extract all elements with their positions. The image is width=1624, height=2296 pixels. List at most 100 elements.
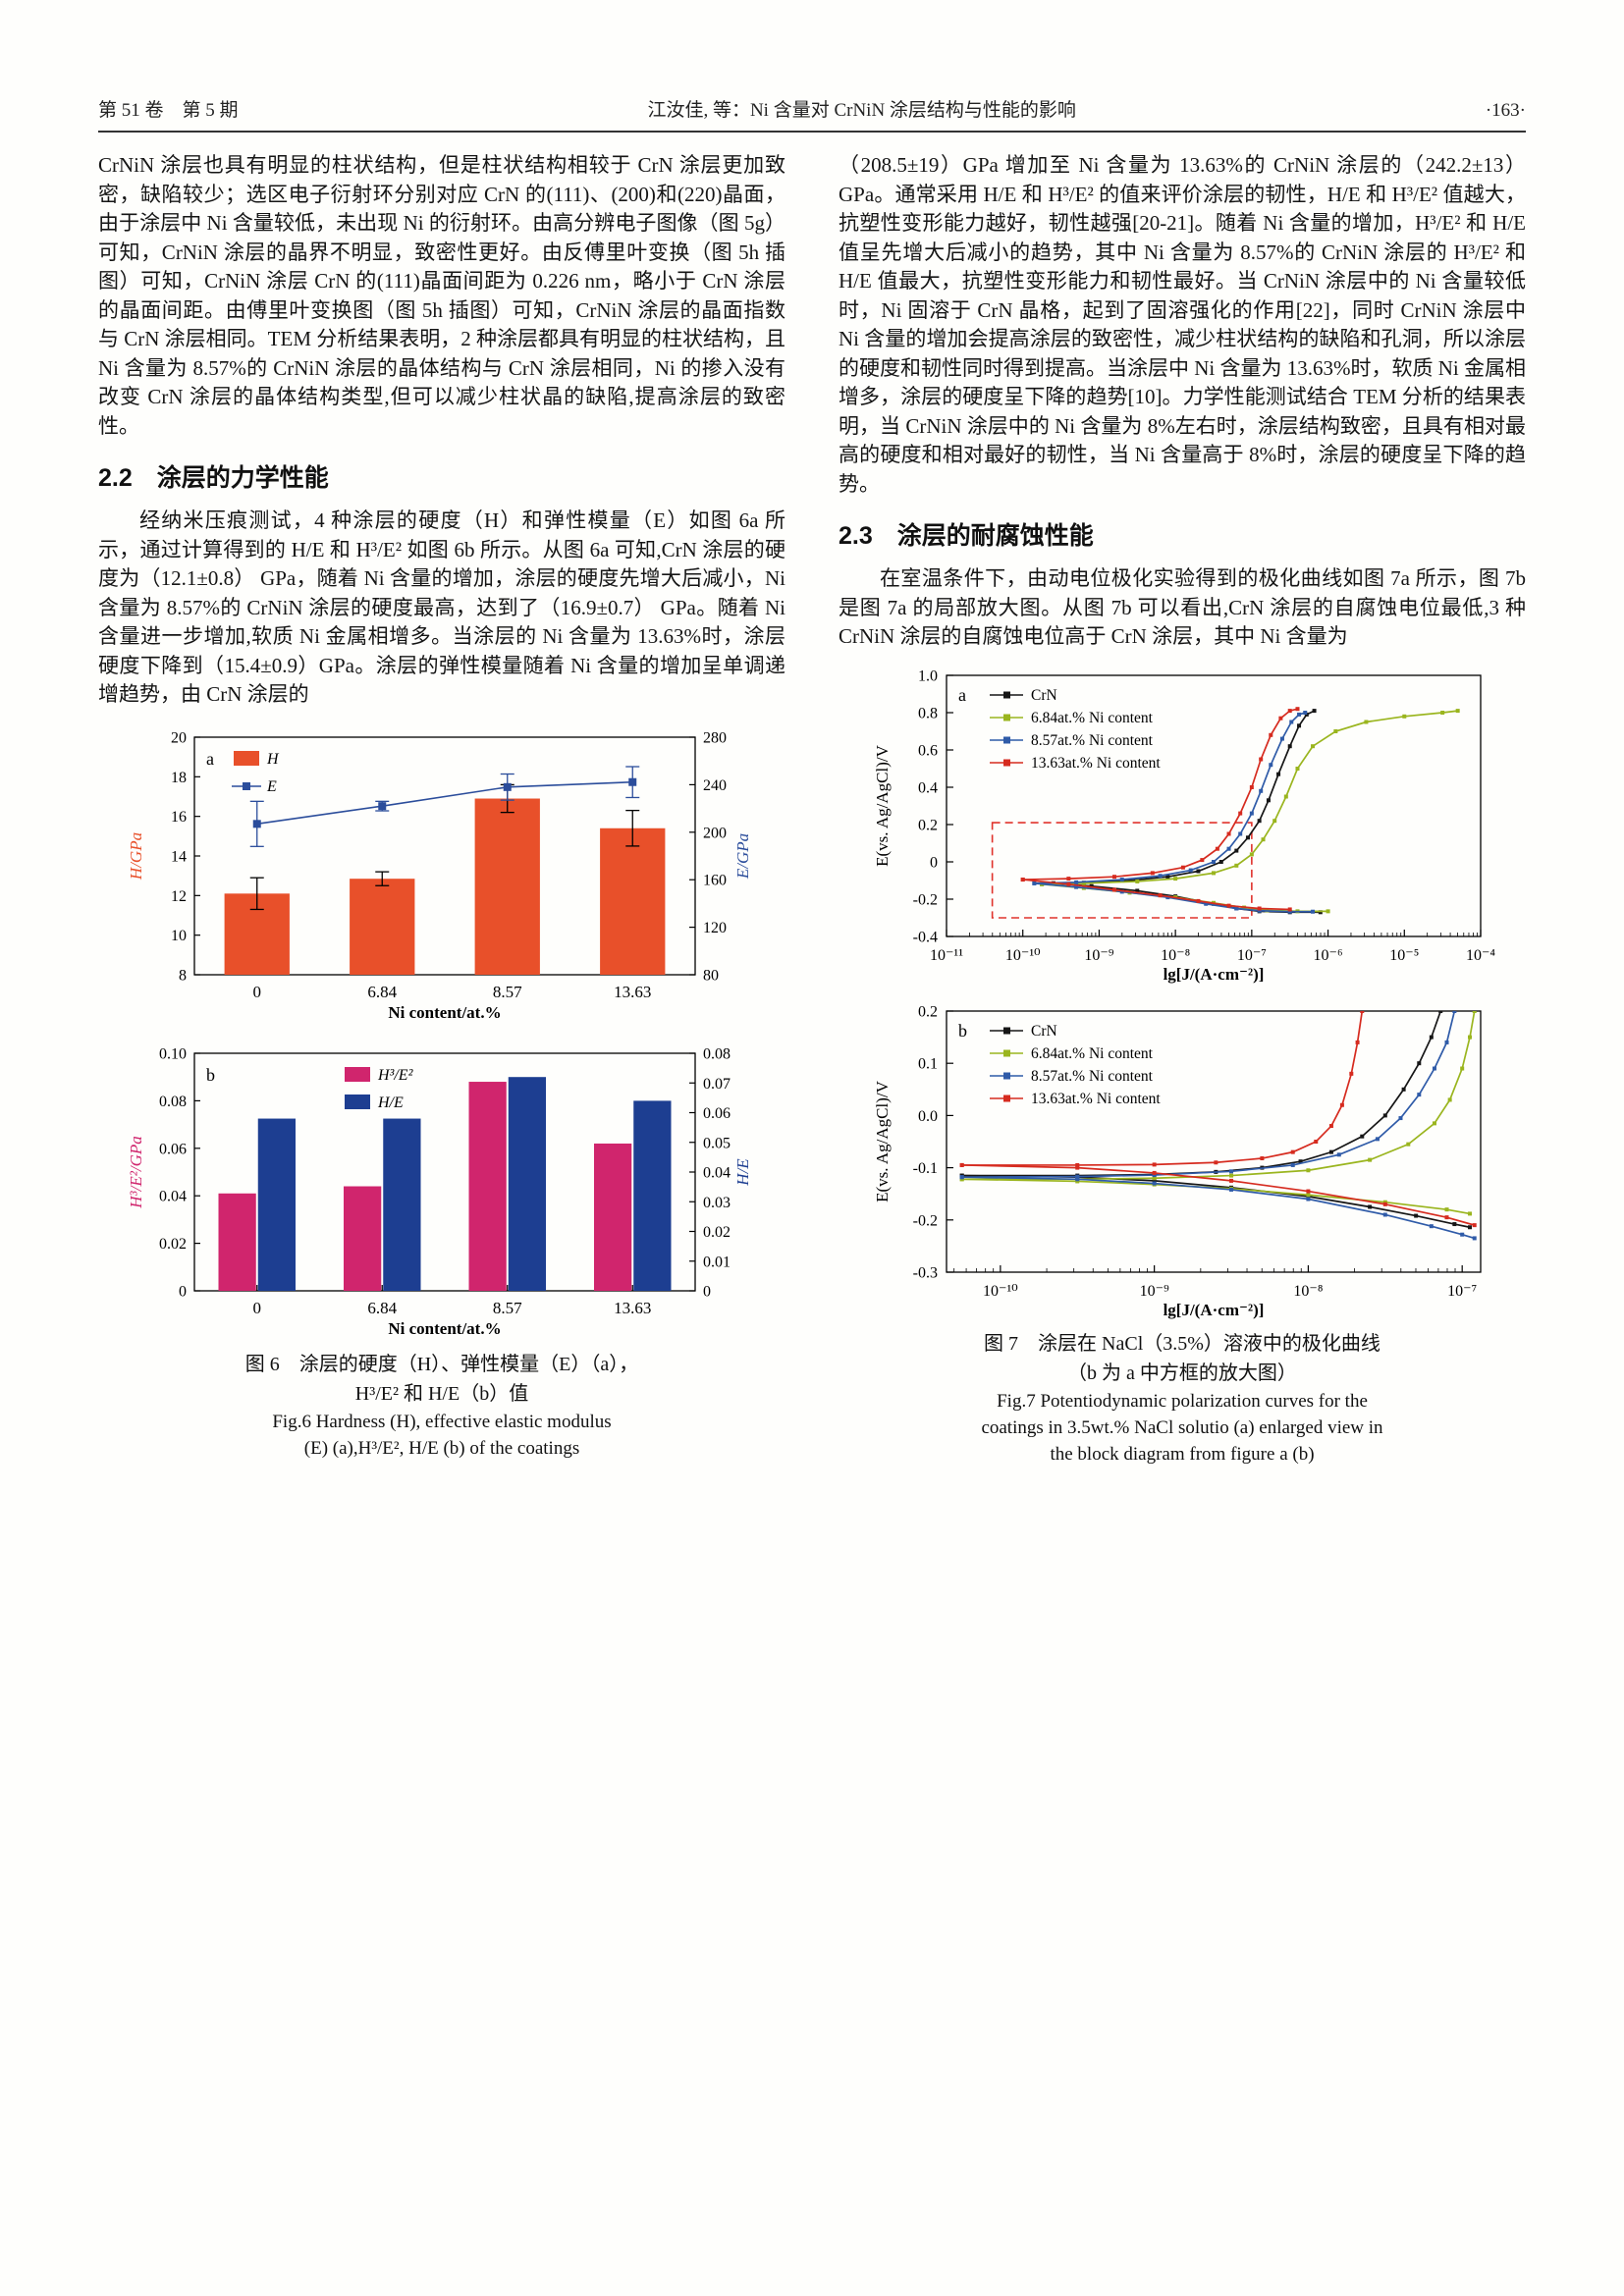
svg-text:8.57: 8.57: [493, 983, 522, 1001]
section-heading-2-3: 2.3 涂层的耐腐蚀性能: [839, 522, 1094, 550]
figure-7-caption-cn-line1: 图 7 涂层在 NaCl（3.5%）溶液中的极化曲线: [984, 1332, 1380, 1355]
svg-text:0.06: 0.06: [703, 1105, 731, 1122]
svg-text:0.02: 0.02: [159, 1236, 187, 1253]
svg-text:10⁻⁸: 10⁻⁸: [1161, 947, 1190, 964]
svg-text:6.84at.% Ni content: 6.84at.% Ni content: [1031, 710, 1154, 726]
svg-text:6.84: 6.84: [367, 983, 397, 1001]
svg-text:b: b: [206, 1065, 215, 1085]
svg-text:240: 240: [703, 776, 727, 793]
journal-volume-issue: 第 51 卷 第 5 期: [98, 100, 239, 121]
svg-text:0.8: 0.8: [918, 705, 938, 721]
svg-text:10⁻¹⁰: 10⁻¹⁰: [983, 1283, 1018, 1300]
svg-text:b: b: [958, 1021, 967, 1041]
figure-7-caption-en-line3: the block diagram from figure a (b): [1050, 1443, 1315, 1465]
svg-text:10⁻⁹: 10⁻⁹: [1140, 1283, 1169, 1300]
svg-text:0.03: 0.03: [703, 1194, 731, 1210]
svg-text:0.1: 0.1: [918, 1055, 938, 1072]
svg-text:E: E: [266, 778, 277, 795]
svg-text:8: 8: [179, 967, 187, 984]
left-column: CrNiN 涂层也具有明显的柱状结构，但是柱状结构相较于 CrN 涂层更加致密，…: [98, 151, 785, 1468]
svg-text:0.02: 0.02: [703, 1224, 731, 1241]
svg-text:H/GPa: H/GPa: [127, 831, 145, 880]
svg-text:14: 14: [171, 848, 187, 865]
svg-text:E(vs. Ag/AgCl)/V: E(vs. Ag/AgCl)/V: [873, 1080, 892, 1201]
right-column: （208.5±19）GPa 增加至 Ni 含量为 13.63%的 CrNiN 涂…: [839, 151, 1526, 1468]
figure-6-caption-cn-line2: H³/E² 和 H/E（b）值: [354, 1382, 529, 1405]
svg-text:0.6: 0.6: [918, 742, 938, 759]
svg-text:H: H: [266, 751, 280, 768]
svg-text:10⁻⁷: 10⁻⁷: [1237, 947, 1267, 964]
running-title: 江汝佳, 等：Ni 含量对 CrNiN 涂层结构与性能的影响: [647, 100, 1076, 121]
svg-text:0.08: 0.08: [159, 1093, 187, 1109]
figure-6b-chart: 0 0.02 0.04 0.06 0.08 0.10 0 0.01 0.02 0.03 0.04 0.…: [124, 1037, 760, 1344]
paragraph-corrosion-intro: 在室温条件下，由动电位极化实验得到的极化曲线如图 7a 所示，图 7b 是图 7…: [839, 566, 1526, 648]
svg-text:-0.3: -0.3: [913, 1264, 938, 1281]
svg-text:lg[J/(A·cm⁻²)]: lg[J/(A·cm⁻²)]: [1164, 965, 1265, 984]
svg-text:13.63: 13.63: [614, 1299, 651, 1317]
svg-text:0.05: 0.05: [703, 1135, 731, 1151]
page-number: ·163·: [1485, 100, 1526, 121]
figure-7a-chart: 10⁻¹¹ 10⁻¹⁰ 10⁻⁹ 10⁻⁸ 10⁻⁷ 10⁻⁶ 10⁻⁵ 10⁻⁴ -0.4 -0…: [868, 663, 1496, 988]
svg-text:-0.2: -0.2: [913, 1212, 938, 1229]
svg-text:H³/E²/GPa: H³/E²/GPa: [127, 1136, 145, 1208]
svg-text:0.0: 0.0: [918, 1107, 938, 1124]
svg-text:13.63: 13.63: [614, 983, 651, 1001]
svg-text:0.2: 0.2: [918, 817, 938, 833]
svg-text:6.84: 6.84: [367, 1299, 397, 1317]
figure-6-caption: 图 6 涂层的硬度（H）、弹性模量（E）（a）， H³/E² 和 H/E（b）值…: [98, 1350, 785, 1462]
svg-text:8.57at.% Ni content: 8.57at.% Ni content: [1031, 1068, 1154, 1085]
svg-text:8.57at.% Ni content: 8.57at.% Ni content: [1031, 732, 1154, 749]
figure-7-caption-en-line1: Fig.7 Potentiodynamic polarization curve…: [997, 1390, 1368, 1412]
svg-text:12: 12: [171, 887, 187, 904]
figure-7-caption-en-line2: coatings in 3.5wt.% NaCl solutio (a) enl…: [981, 1416, 1383, 1438]
svg-text:0.06: 0.06: [159, 1141, 187, 1157]
svg-text:E/GPa: E/GPa: [733, 832, 752, 879]
figure-6-caption-en-line1: Fig.6 Hardness (H), effective elastic mo…: [272, 1411, 612, 1432]
svg-text:10⁻⁴: 10⁻⁴: [1466, 947, 1495, 964]
svg-text:0.04: 0.04: [703, 1164, 731, 1181]
svg-text:120: 120: [703, 920, 727, 936]
section-heading-2-2: 2.2 涂层的力学性能: [98, 464, 329, 492]
figure-7-caption: 图 7 涂层在 NaCl（3.5%）溶液中的极化曲线 （b 为 a 中方框的放大…: [839, 1329, 1526, 1468]
svg-text:1.0: 1.0: [918, 667, 938, 684]
svg-text:0.2: 0.2: [918, 1003, 938, 1020]
svg-text:CrN: CrN: [1031, 1023, 1057, 1040]
svg-text:13.63at.% Ni content: 13.63at.% Ni content: [1031, 755, 1161, 772]
svg-text:160: 160: [703, 872, 727, 888]
figure-6-caption-cn-line1: 图 6 涂层的硬度（H）、弹性模量（E）（a），: [244, 1353, 639, 1375]
svg-text:H/E: H/E: [377, 1095, 404, 1111]
svg-text:10⁻⁹: 10⁻⁹: [1084, 947, 1113, 964]
svg-text:a: a: [958, 685, 966, 705]
figure-7-caption-cn-line2: （b 为 a 中方框的放大图）: [1067, 1362, 1297, 1384]
svg-text:0: 0: [253, 1299, 262, 1317]
svg-text:0.01: 0.01: [703, 1254, 731, 1270]
svg-text:0.4: 0.4: [918, 779, 938, 796]
svg-text:280: 280: [703, 729, 727, 746]
svg-text:0: 0: [179, 1283, 187, 1300]
svg-text:0: 0: [253, 983, 262, 1001]
svg-text:lg[J/(A·cm⁻²)]: lg[J/(A·cm⁻²)]: [1164, 1301, 1265, 1319]
figure-6-caption-en-line2: (E) (a),H³/E², H/E (b) of the coatings: [303, 1437, 580, 1459]
page-header: 第 51 卷 第 5 期 江汝佳, 等：Ni 含量对 CrNiN 涂层结构与性能…: [98, 95, 1526, 122]
figure-6: 8 10 12 14 16 18 20 80 120 160 200 240 280 0 6.84 8.57 1…: [98, 721, 785, 1462]
svg-text:H/E: H/E: [733, 1157, 752, 1186]
svg-text:a: a: [206, 749, 214, 769]
figure-7: 10⁻¹¹ 10⁻¹⁰ 10⁻⁹ 10⁻⁸ 10⁻⁷ 10⁻⁶ 10⁻⁵ 10⁻⁴ -0.4 -0…: [839, 663, 1526, 1468]
svg-text:16: 16: [171, 809, 187, 826]
svg-text:H³/E²: H³/E²: [377, 1067, 414, 1084]
svg-text:80: 80: [703, 967, 719, 984]
svg-text:10⁻⁸: 10⁻⁸: [1293, 1283, 1323, 1300]
svg-text:0.07: 0.07: [703, 1075, 731, 1092]
svg-text:6.84at.% Ni content: 6.84at.% Ni content: [1031, 1045, 1154, 1062]
svg-text:200: 200: [703, 825, 727, 841]
svg-text:10: 10: [171, 928, 187, 944]
paragraph-toughness-discussion: （208.5±19）GPa 增加至 Ni 含量为 13.63%的 CrNiN 涂…: [839, 153, 1526, 496]
header-rule: [98, 131, 1526, 133]
svg-text:13.63at.% Ni content: 13.63at.% Ni content: [1031, 1091, 1161, 1107]
svg-text:8.57: 8.57: [493, 1299, 522, 1317]
svg-text:18: 18: [171, 769, 187, 785]
svg-text:10⁻⁵: 10⁻⁵: [1389, 947, 1419, 964]
svg-text:-0.4: -0.4: [913, 929, 938, 945]
svg-text:10⁻⁶: 10⁻⁶: [1314, 947, 1343, 964]
